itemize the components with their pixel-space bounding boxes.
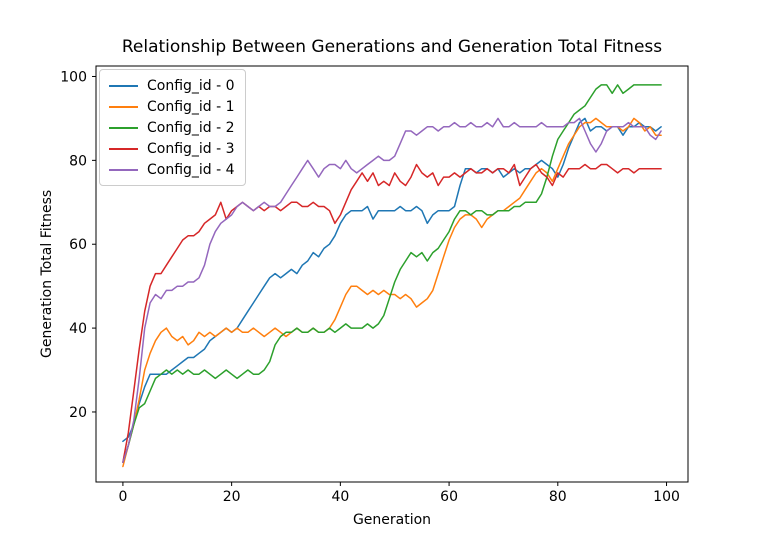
x-tick-label: 0 <box>118 489 127 505</box>
series-line-config-0 <box>122 117 662 443</box>
chart-title: Relationship Between Generations and Gen… <box>121 37 663 57</box>
y-tick-label: 100 <box>60 69 87 85</box>
legend-item-config-3: Config_id - 3 <box>109 138 235 159</box>
legend-swatch-config-3 <box>109 147 138 150</box>
legend-swatch-config-1 <box>109 105 138 108</box>
series-line-config-1 <box>122 117 662 468</box>
x-tick-label: 20 <box>223 489 241 505</box>
y-tick-label: 80 <box>69 153 87 169</box>
legend-label-config-1: Config_id - 1 <box>147 98 235 115</box>
legend-label-config-0: Config_id - 0 <box>147 77 235 94</box>
legend-item-config-1: Config_id - 1 <box>109 96 235 117</box>
y-tick-label: 20 <box>69 405 87 421</box>
series-line-config-4 <box>122 117 662 464</box>
series-line-config-2 <box>122 84 662 464</box>
x-tick-label: 60 <box>440 489 458 505</box>
x-tick-label: 80 <box>549 489 567 505</box>
series-line-config-3 <box>122 163 662 464</box>
plot-border <box>95 65 689 483</box>
legend-swatch-config-0 <box>109 84 138 87</box>
legend-label-config-4: Config_id - 4 <box>147 161 235 178</box>
legend: Config_id - 0 Config_id - 1 Config_id - 2 C… <box>99 69 246 186</box>
legend-item-config-0: Config_id - 0 <box>109 75 235 96</box>
x-tick-label: 40 <box>331 489 349 505</box>
legend-swatch-config-4 <box>109 168 138 171</box>
y-tick-label: 40 <box>69 321 87 337</box>
y-axis-label: Generation Total Fitness <box>39 189 55 358</box>
legend-item-config-2: Config_id - 2 <box>109 117 235 138</box>
y-tick-label: 60 <box>69 237 87 253</box>
legend-label-config-2: Config_id - 2 <box>147 119 235 136</box>
legend-swatch-config-2 <box>109 126 138 129</box>
x-tick-label: 100 <box>653 489 680 505</box>
legend-label-config-3: Config_id - 3 <box>147 140 235 157</box>
x-axis-label: Generation <box>352 512 432 528</box>
legend-item-config-4: Config_id - 4 <box>109 159 235 180</box>
